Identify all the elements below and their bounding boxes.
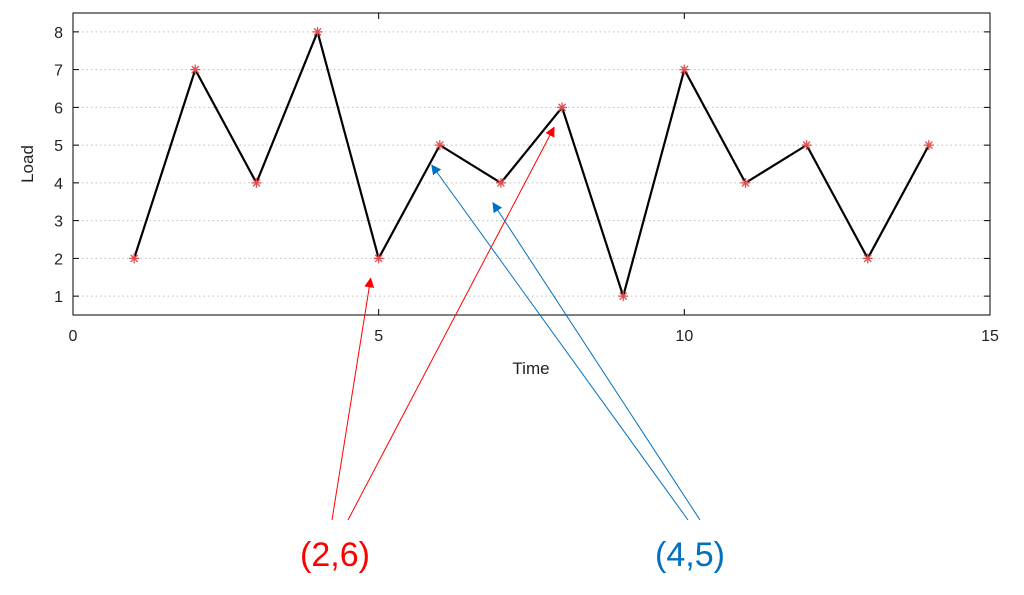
annotation-label: (4,5) bbox=[655, 536, 725, 574]
y-tick-label: 5 bbox=[54, 138, 63, 155]
data-point bbox=[557, 102, 568, 113]
y-axis-label: Load bbox=[18, 145, 37, 183]
y-tick-label: 7 bbox=[54, 63, 63, 80]
data-point bbox=[129, 253, 140, 264]
data-point bbox=[190, 64, 201, 75]
annotation-arrow bbox=[431, 164, 689, 521]
data-point bbox=[740, 177, 751, 188]
data-point bbox=[312, 26, 323, 37]
x-tick-label: 10 bbox=[675, 328, 693, 345]
x-tick-label: 5 bbox=[374, 328, 383, 345]
data-point bbox=[679, 64, 690, 75]
axis-ticks: 1 2 3 4 5 6 7 8 0 5 10 15 bbox=[54, 13, 999, 345]
annotation-arrow bbox=[331, 277, 375, 521]
annotation-arrow bbox=[347, 126, 555, 521]
y-tick-label: 2 bbox=[54, 251, 63, 268]
data-point bbox=[251, 177, 262, 188]
annotations: (2,6) (4,5) bbox=[300, 126, 725, 574]
x-tick-label: 15 bbox=[981, 328, 999, 345]
data-point bbox=[495, 177, 506, 188]
y-tick-label: 6 bbox=[54, 100, 63, 117]
y-tick-label: 8 bbox=[54, 25, 63, 42]
x-axis-label: Time bbox=[512, 359, 549, 378]
plot-area bbox=[72, 12, 991, 316]
y-tick-label: 1 bbox=[54, 289, 63, 306]
x-tick-label: 0 bbox=[69, 328, 78, 345]
data-point bbox=[801, 140, 812, 151]
data-point bbox=[862, 253, 873, 264]
y-tick-label: 3 bbox=[54, 214, 63, 231]
annotation-arrow bbox=[492, 202, 701, 521]
y-tick-label: 4 bbox=[54, 176, 63, 193]
series-line bbox=[133, 28, 930, 300]
data-point bbox=[618, 291, 629, 302]
series bbox=[129, 26, 934, 302]
data-point bbox=[373, 253, 384, 264]
data-point bbox=[434, 140, 445, 151]
annotation-label: (2,6) bbox=[300, 536, 370, 574]
data-point bbox=[923, 140, 934, 151]
